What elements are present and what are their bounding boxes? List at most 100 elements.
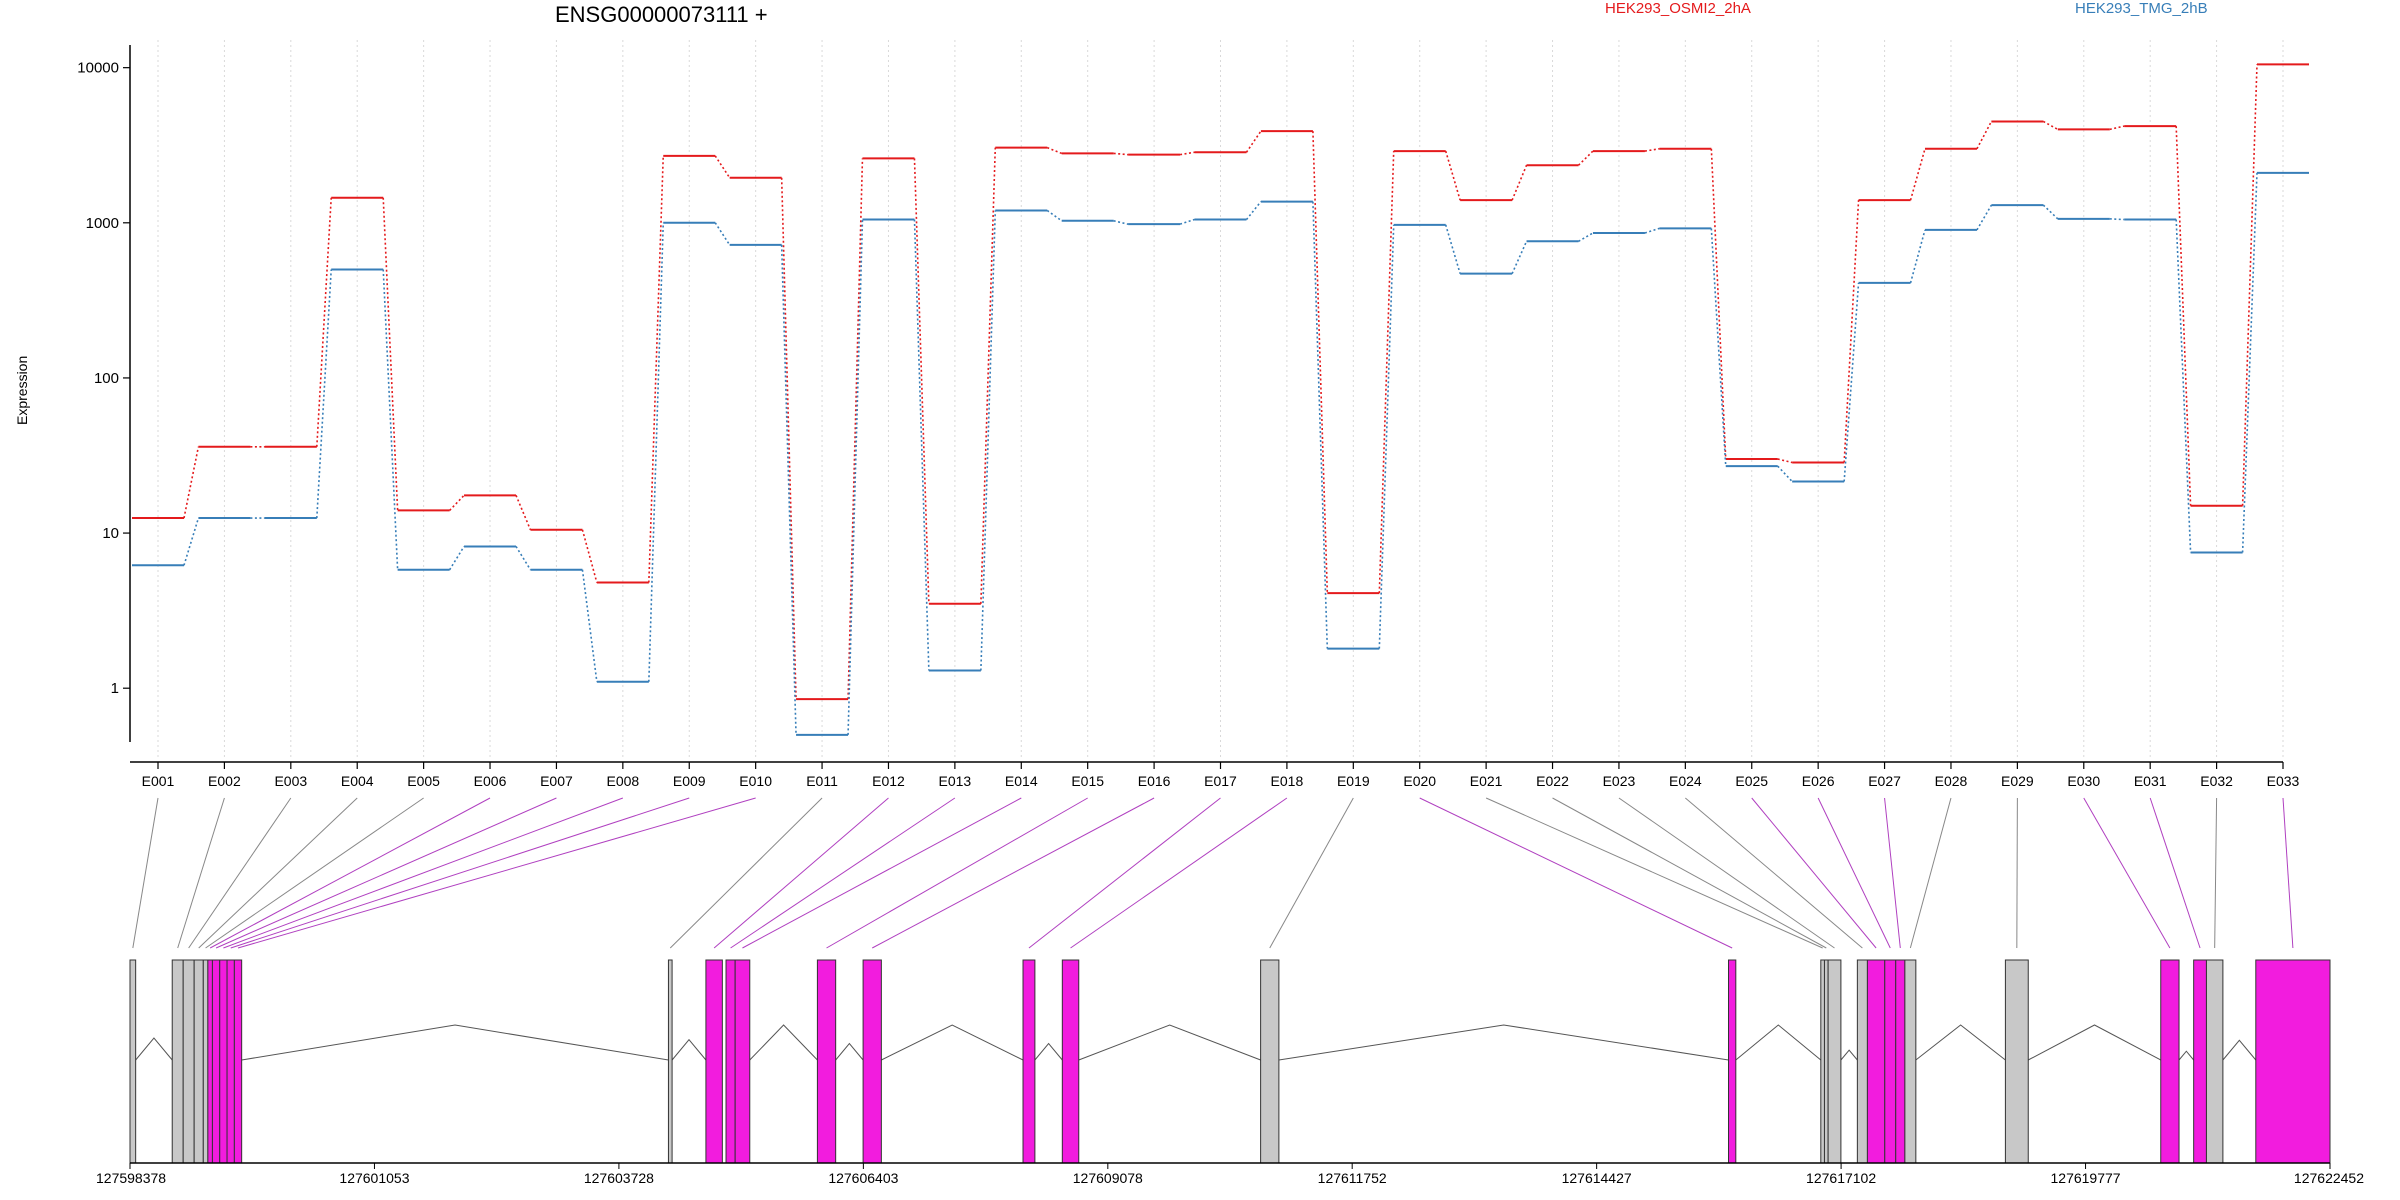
series-connector: [1113, 220, 1129, 225]
exon-box-E020: [1728, 959, 1737, 1164]
series-connector: [2175, 219, 2192, 553]
series-connector: [1245, 130, 1262, 153]
series-connector: [714, 155, 731, 179]
x-tick-label: E005: [407, 773, 440, 789]
y-tick-label: 1000: [86, 215, 119, 232]
intron-line: [1915, 1024, 2006, 1061]
exon-connector-E024: [1685, 797, 1863, 949]
exon-connector-E005: [205, 797, 424, 949]
exon-connector-E007: [215, 797, 557, 949]
x-tick-label: E024: [1669, 773, 1702, 789]
x-tick-label: E009: [673, 773, 706, 789]
x-tick-label: E010: [739, 773, 772, 789]
x-tick-label: E006: [474, 773, 507, 789]
gene-model-layer: 127598378 127601053 127603728 127606403 1276…: [96, 959, 2364, 1186]
intron-line: [1840, 1049, 1858, 1061]
exon-box-E015: [816, 959, 837, 1164]
exon-connector-E029: [2016, 797, 2018, 949]
x-tick-label: E023: [1603, 773, 1636, 789]
x-tick-label: E026: [1802, 773, 1835, 789]
exon-connector-E028: [1909, 797, 1952, 949]
x-tick-label: E003: [274, 773, 307, 789]
intron-line: [2222, 1039, 2257, 1061]
x-tick-label: E030: [2067, 773, 2100, 789]
x-tick-label: E002: [208, 773, 241, 789]
exon-box-E014: [734, 959, 751, 1164]
coordinate-label: 127622452: [2294, 1170, 2364, 1186]
exon-connector-E002: [177, 797, 225, 949]
x-tick-label: E021: [1470, 773, 1503, 789]
exon-connector-E025: [1751, 797, 1877, 949]
exon-box-E027: [1895, 959, 1906, 1164]
exon-connector-E021: [1485, 797, 1823, 949]
series-connector: [1909, 148, 1926, 201]
intron-line: [1078, 1024, 1261, 1061]
series-connector: [581, 569, 598, 682]
coordinate-label: 127601053: [339, 1170, 409, 1186]
series-connector: [1710, 148, 1727, 460]
intron-line: [241, 1024, 669, 1061]
series-HEK293_TMG_2hB: [132, 171, 2309, 736]
intron-line: [671, 1038, 707, 1061]
coordinate-label: 127611752: [1318, 1170, 1387, 1186]
x-tick-label: E018: [1271, 773, 1304, 789]
series-connector: [648, 155, 665, 583]
exon-box-E030: [2160, 959, 2180, 1164]
series-connector: [714, 222, 731, 246]
x-tick-label: E008: [606, 773, 639, 789]
series-connector: [1644, 227, 1660, 234]
exon-connector-E030: [2083, 797, 2171, 949]
exon-connector-E020: [1419, 797, 1733, 949]
x-tick-label: E012: [872, 773, 905, 789]
exon-connector-E012: [713, 797, 889, 949]
x-tick-label: E013: [939, 773, 972, 789]
exon-box-E009: [226, 959, 235, 1164]
exon-box-E031: [2193, 959, 2207, 1164]
exon-box-E017: [1022, 959, 1036, 1164]
series-connector: [847, 158, 864, 700]
series-connector: [1444, 150, 1461, 201]
series-layer: [132, 63, 2309, 736]
series-connector: [316, 197, 333, 447]
exon-box-E007: [211, 959, 221, 1164]
series-connector: [581, 529, 598, 583]
x-tick-label: E031: [2134, 773, 2167, 789]
exon-connector-E011: [669, 797, 823, 949]
exon-connector-E009: [230, 797, 690, 949]
series-connector: [1444, 224, 1461, 274]
exon-box-E006: [207, 959, 213, 1164]
coordinate-label: 127606403: [828, 1170, 898, 1186]
series-connector: [1046, 209, 1063, 222]
series-connector: [1843, 282, 1860, 482]
grid-layer: [157, 40, 2284, 760]
exon-connector-E031: [2149, 797, 2201, 949]
exon-connector-E023: [1618, 797, 1835, 949]
series-connector: [1511, 240, 1528, 274]
x-tick-label: E022: [1536, 773, 1569, 789]
series-connector: [1976, 121, 1993, 150]
exon-connector-E019: [1269, 797, 1354, 949]
exon-box-E010: [233, 959, 243, 1164]
intron-line: [1735, 1024, 1822, 1061]
exon-connector-E015: [826, 797, 1088, 949]
exon-connector-E003: [188, 797, 292, 949]
intron-line: [1034, 1042, 1063, 1061]
series-connector: [980, 147, 997, 604]
exon-box-E011: [667, 959, 673, 1164]
series-connector: [1312, 201, 1329, 649]
x-tick-label: E014: [1005, 773, 1038, 789]
intron-line: [135, 1037, 173, 1061]
exon-connector-E022: [1552, 797, 1827, 949]
exon-connector-E010: [237, 797, 756, 949]
y-tick-label: 100: [94, 370, 119, 387]
axis-layer: 1 10 100 1000 10000 E001 E002 E003 E004 E005 E006 E…: [77, 45, 2300, 789]
series-connector: [1312, 131, 1329, 594]
series-connector: [183, 446, 200, 519]
intron-line: [2028, 1024, 2161, 1061]
series-connector: [1511, 164, 1528, 201]
exon-connector-E004: [198, 797, 358, 949]
exon-connector-layer: [132, 797, 2294, 949]
exon-box-E008: [219, 959, 228, 1164]
intron-line: [1278, 1024, 1729, 1061]
exon-box-E018: [1061, 959, 1080, 1164]
